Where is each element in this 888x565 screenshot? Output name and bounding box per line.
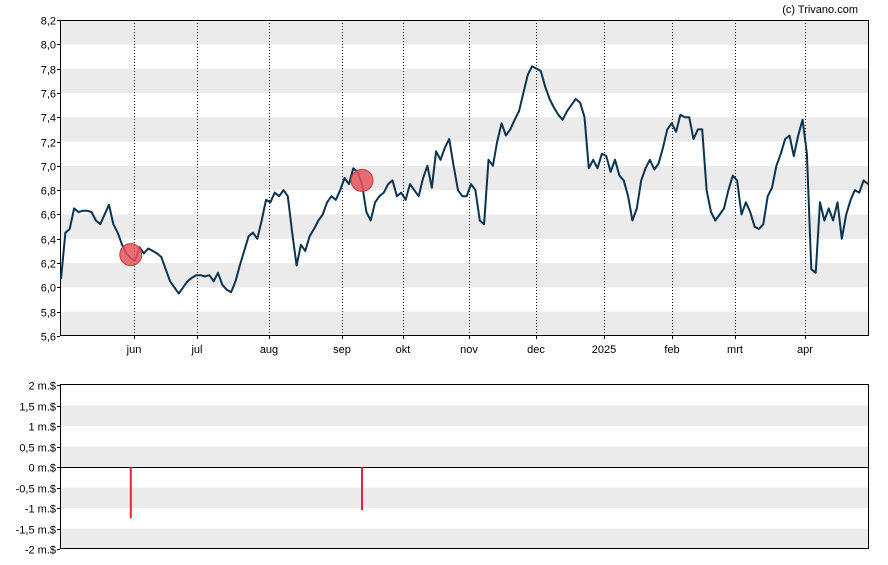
- signal-marker: [119, 243, 143, 267]
- month-tick-label: apr: [797, 344, 813, 356]
- price-panel-bands: [60, 20, 869, 336]
- price-tick-label: 8,2: [41, 16, 56, 28]
- month-tick-label: dec: [527, 344, 545, 356]
- price-band: [60, 263, 869, 288]
- volume-tick-label: 0,5 m.$: [19, 443, 56, 455]
- price-band: [60, 311, 869, 336]
- month-axis-ticks: jun jul aug sep okt nov dec 2025 feb mrt apr: [126, 336, 813, 356]
- price-tick-label: 7,8: [41, 65, 56, 77]
- month-tick-label: nov: [460, 344, 478, 356]
- price-band: [60, 165, 869, 191]
- month-tick-label: jul: [190, 344, 202, 356]
- signal-marker: [350, 168, 374, 192]
- price-tick-label: 6,6: [41, 210, 56, 222]
- volume-panel-bands: [60, 405, 869, 549]
- price-tick-label: 6,0: [41, 283, 56, 295]
- price-panel-frame: [60, 20, 869, 336]
- price-tick-label: 6,2: [41, 259, 56, 271]
- volume-band: [60, 528, 869, 549]
- month-tick-label: aug: [260, 344, 278, 356]
- volume-panel-frame: [60, 384, 869, 549]
- price-tick-label: 6,4: [41, 235, 56, 247]
- month-tick-label: feb: [664, 344, 679, 356]
- month-tick-label: mrt: [727, 344, 743, 356]
- price-tick-label: 6,8: [41, 186, 56, 198]
- volume-tick-label: -2 m.$: [25, 545, 56, 557]
- volume-tick-label: -0,5 m.$: [16, 484, 56, 496]
- price-axis-ticks: 5,6 5,8 6,0 6,2 6,4 6,6 6,8 7,0 7,2 7,4 7,6 7,8 8,0 8…: [41, 16, 60, 344]
- price-tick-label: 7,6: [41, 89, 56, 101]
- price-band: [60, 20, 869, 45]
- price-line: [60, 65, 869, 295]
- month-tick-label: okt: [396, 344, 411, 356]
- volume-tick-label: 1,5 m.$: [19, 402, 56, 414]
- price-tick-label: 7,4: [41, 113, 56, 125]
- price-tick-label: 8,0: [41, 40, 56, 52]
- credit-text: (c) Trivano.com: [782, 4, 858, 16]
- volume-band: [60, 487, 869, 508]
- price-band: [60, 68, 869, 93]
- volume-tick-label: 0 m.$: [28, 463, 56, 475]
- volume-tick-label: 2 m.$: [28, 381, 56, 393]
- month-tick-label: jun: [126, 344, 142, 356]
- price-band: [60, 117, 869, 142]
- volume-bars: [129, 467, 363, 519]
- volume-tick-label: 1 m.$: [28, 422, 56, 434]
- volume-axis-ticks: 2 m.$ 1,5 m.$ 1 m.$ 0,5 m.$ 0 m.$ -0,5 m.$ -1 …: [16, 381, 60, 557]
- signal-markers: [119, 168, 374, 267]
- price-tick-label: 7,0: [41, 162, 56, 174]
- month-tick-label: 2025: [592, 344, 616, 356]
- volume-tick-label: -1 m.$: [25, 504, 56, 516]
- volume-band: [60, 446, 869, 467]
- volume-band: [60, 405, 869, 426]
- price-tick-label: 5,6: [41, 332, 56, 344]
- price-band: [60, 214, 869, 239]
- month-tick-label: sep: [333, 344, 351, 356]
- price-tick-label: 7,2: [41, 138, 56, 150]
- price-tick-label: 5,8: [41, 308, 56, 320]
- volume-tick-label: -1,5 m.$: [16, 525, 56, 537]
